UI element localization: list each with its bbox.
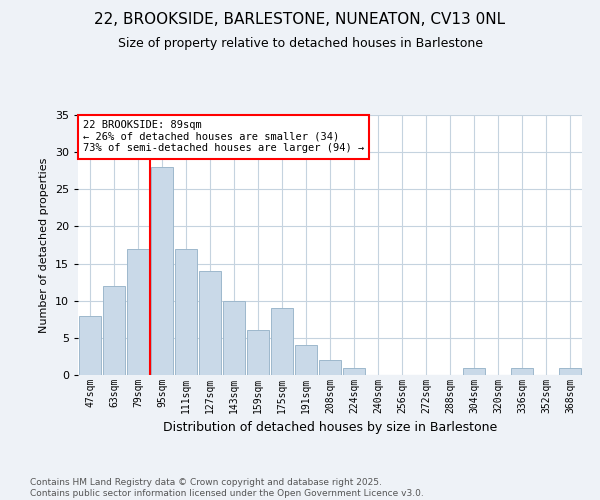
- Bar: [463, 368, 485, 375]
- Text: Size of property relative to detached houses in Barlestone: Size of property relative to detached ho…: [118, 38, 482, 51]
- Bar: [199, 271, 221, 375]
- Bar: [151, 167, 173, 375]
- Bar: [271, 308, 293, 375]
- Y-axis label: Number of detached properties: Number of detached properties: [39, 158, 49, 332]
- Bar: [295, 346, 317, 375]
- Bar: [79, 316, 101, 375]
- Bar: [223, 300, 245, 375]
- Text: 22 BROOKSIDE: 89sqm
← 26% of detached houses are smaller (34)
73% of semi-detach: 22 BROOKSIDE: 89sqm ← 26% of detached ho…: [83, 120, 364, 154]
- Bar: [247, 330, 269, 375]
- Bar: [511, 368, 533, 375]
- Text: Contains HM Land Registry data © Crown copyright and database right 2025.
Contai: Contains HM Land Registry data © Crown c…: [30, 478, 424, 498]
- Bar: [343, 368, 365, 375]
- Text: 22, BROOKSIDE, BARLESTONE, NUNEATON, CV13 0NL: 22, BROOKSIDE, BARLESTONE, NUNEATON, CV1…: [94, 12, 506, 28]
- Bar: [559, 368, 581, 375]
- Bar: [127, 248, 149, 375]
- Bar: [319, 360, 341, 375]
- X-axis label: Distribution of detached houses by size in Barlestone: Distribution of detached houses by size …: [163, 422, 497, 434]
- Bar: [175, 248, 197, 375]
- Bar: [103, 286, 125, 375]
